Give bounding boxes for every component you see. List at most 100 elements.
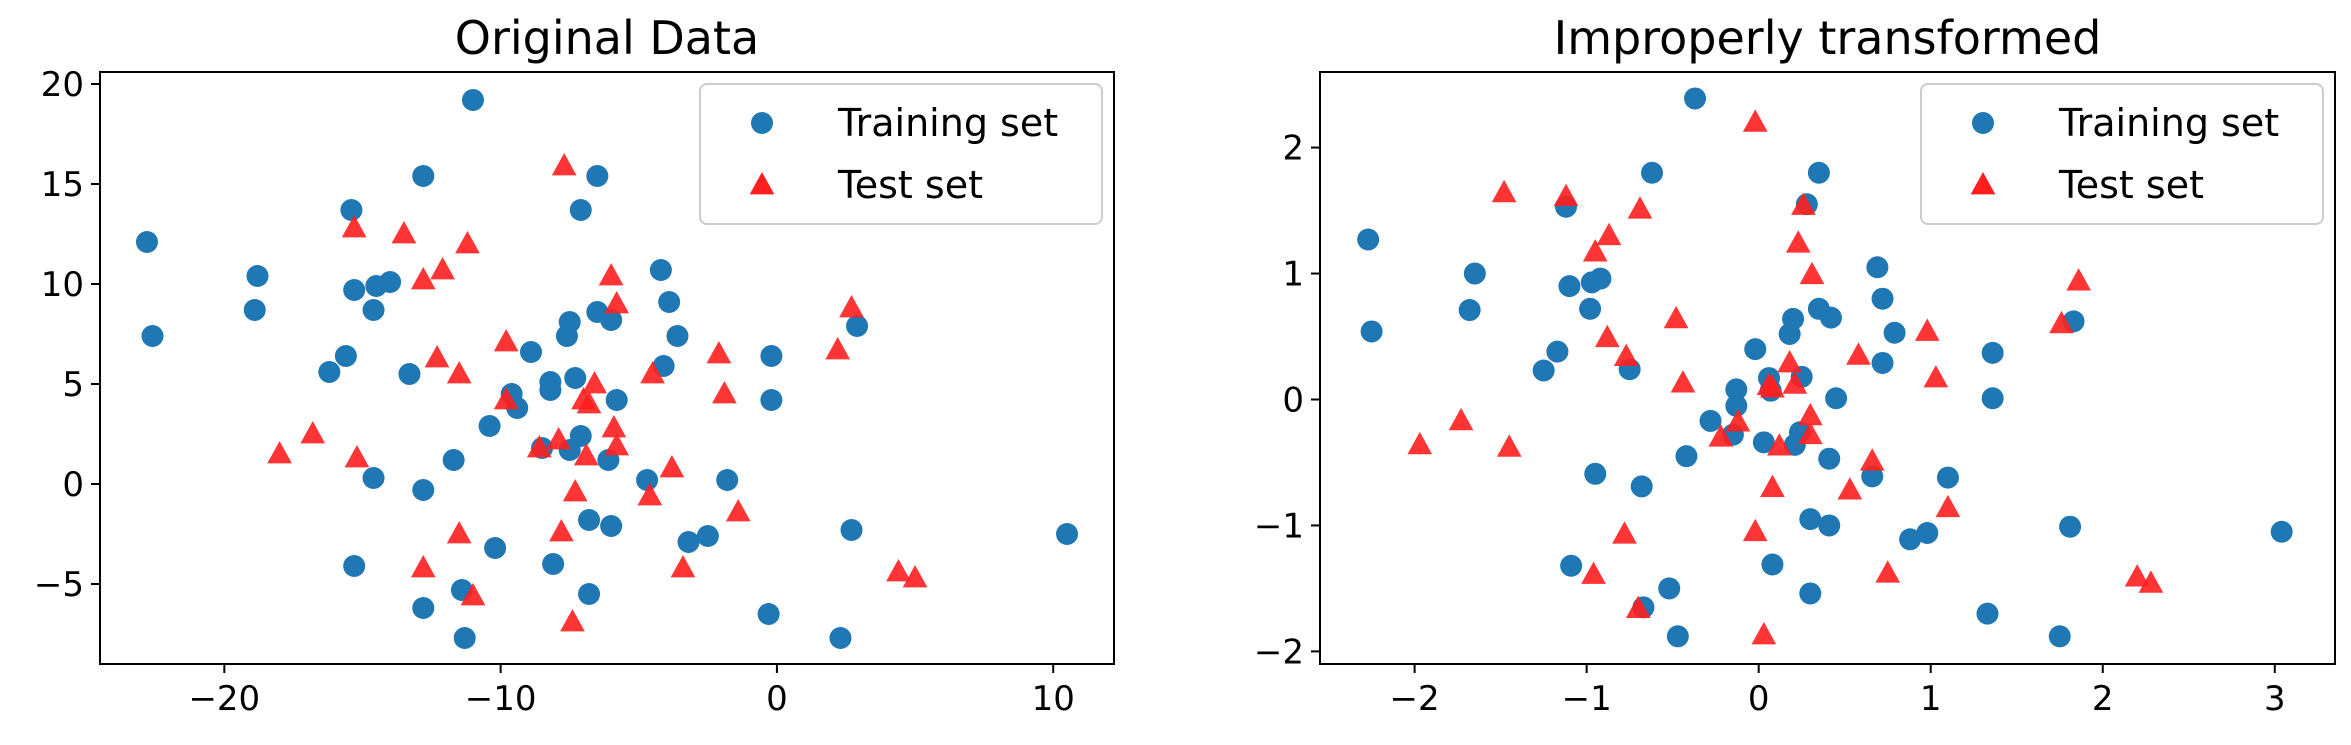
training-point (484, 537, 507, 559)
training-point (412, 165, 435, 187)
test-point (712, 381, 737, 404)
training-point (1630, 475, 1653, 498)
training-point (453, 627, 476, 649)
test-point (2049, 310, 2074, 334)
training-point (760, 345, 783, 367)
training-point (412, 479, 435, 501)
test-point (576, 391, 602, 414)
training-point (1861, 465, 1884, 488)
test-point (825, 337, 851, 360)
test-point (551, 153, 577, 176)
training-point (1818, 447, 1841, 470)
test-point (560, 609, 585, 632)
axes-frame (1319, 71, 2336, 665)
training-point (1725, 378, 1748, 401)
training-point (1532, 359, 1555, 382)
training-point (1825, 387, 1848, 410)
test-point (725, 499, 751, 522)
training-point (1761, 553, 1784, 576)
test-point (493, 329, 519, 352)
test-point (1859, 448, 1885, 471)
test-point (1613, 343, 1639, 367)
legend-test-label: Test set (837, 163, 983, 207)
training-point (478, 415, 501, 437)
test-point (1625, 595, 1651, 618)
x-tick-label: 0 (1748, 679, 1770, 719)
x-tick-label: −20 (188, 679, 260, 719)
y-tick-label: 5 (62, 365, 84, 405)
training-point (677, 531, 700, 553)
training-point (135, 231, 158, 253)
training-point (1916, 522, 1939, 545)
training-point (658, 291, 681, 313)
x-tick-label: 3 (2264, 679, 2286, 719)
test-point (1742, 109, 1768, 132)
test-series (1407, 109, 2164, 645)
chart-title: Original Data (455, 11, 759, 65)
training-point (1579, 297, 1602, 320)
test-point (1760, 474, 1785, 498)
test-point (410, 267, 436, 290)
training-point (1357, 228, 1380, 251)
x-tick-label: −2 (1390, 679, 1440, 719)
training-point (461, 89, 484, 111)
training-point (1807, 161, 1830, 184)
training-point (1866, 256, 1889, 279)
training-point (1871, 287, 1894, 310)
axes-frame (99, 71, 1115, 665)
training-point (696, 525, 719, 547)
training-point (1666, 625, 1689, 648)
test-point (1799, 261, 1825, 285)
test-point (1797, 402, 1823, 426)
training-point (442, 449, 465, 471)
test-point (546, 427, 571, 450)
test-point (1742, 518, 1768, 542)
test-point (1791, 192, 1816, 215)
test-point (267, 441, 292, 464)
test-point (430, 257, 455, 280)
test-point (1448, 407, 1474, 431)
training-point (1684, 87, 1707, 110)
training-point (649, 259, 672, 281)
test-point (1837, 477, 1863, 500)
training-point (141, 325, 164, 347)
training-point (666, 325, 689, 347)
y-tick-label: −2 (1254, 632, 1304, 672)
y-tick-label: −1 (1254, 506, 1304, 546)
legend-box (699, 83, 1103, 225)
legend-test-label: Test set (2058, 163, 2204, 207)
test-point (1875, 560, 1901, 583)
training-point (1560, 554, 1583, 577)
test-point (300, 421, 326, 444)
test-point (601, 415, 627, 438)
training-point (1744, 338, 1767, 361)
legend: Training set Test set (1920, 83, 2324, 225)
test-point (659, 455, 685, 478)
training-point (1782, 307, 1805, 330)
test-point (2138, 570, 2164, 593)
training-point (1976, 602, 1999, 625)
test-point (344, 445, 370, 468)
training-point (243, 299, 266, 321)
training-point (1871, 351, 1894, 374)
training-point (1463, 262, 1486, 285)
training-point (1799, 582, 1822, 605)
legend-training-marker (751, 112, 773, 134)
test-point (1670, 370, 1696, 393)
training-point (1752, 431, 1775, 454)
training-point (1799, 508, 1822, 531)
x-tick-label: −10 (465, 679, 537, 719)
training-point (2048, 625, 2071, 648)
legend-box (1920, 83, 2324, 225)
test-point (460, 583, 486, 606)
test-point (573, 443, 599, 466)
x-tick-label: 1 (1920, 679, 1942, 719)
test-point (1785, 230, 1811, 253)
training-point (1725, 394, 1748, 417)
test-point (1407, 431, 1433, 455)
test-point (446, 521, 472, 544)
legend-training-label: Training set (837, 101, 1058, 145)
test-series (267, 153, 928, 632)
y-tick-label: 0 (62, 465, 84, 505)
